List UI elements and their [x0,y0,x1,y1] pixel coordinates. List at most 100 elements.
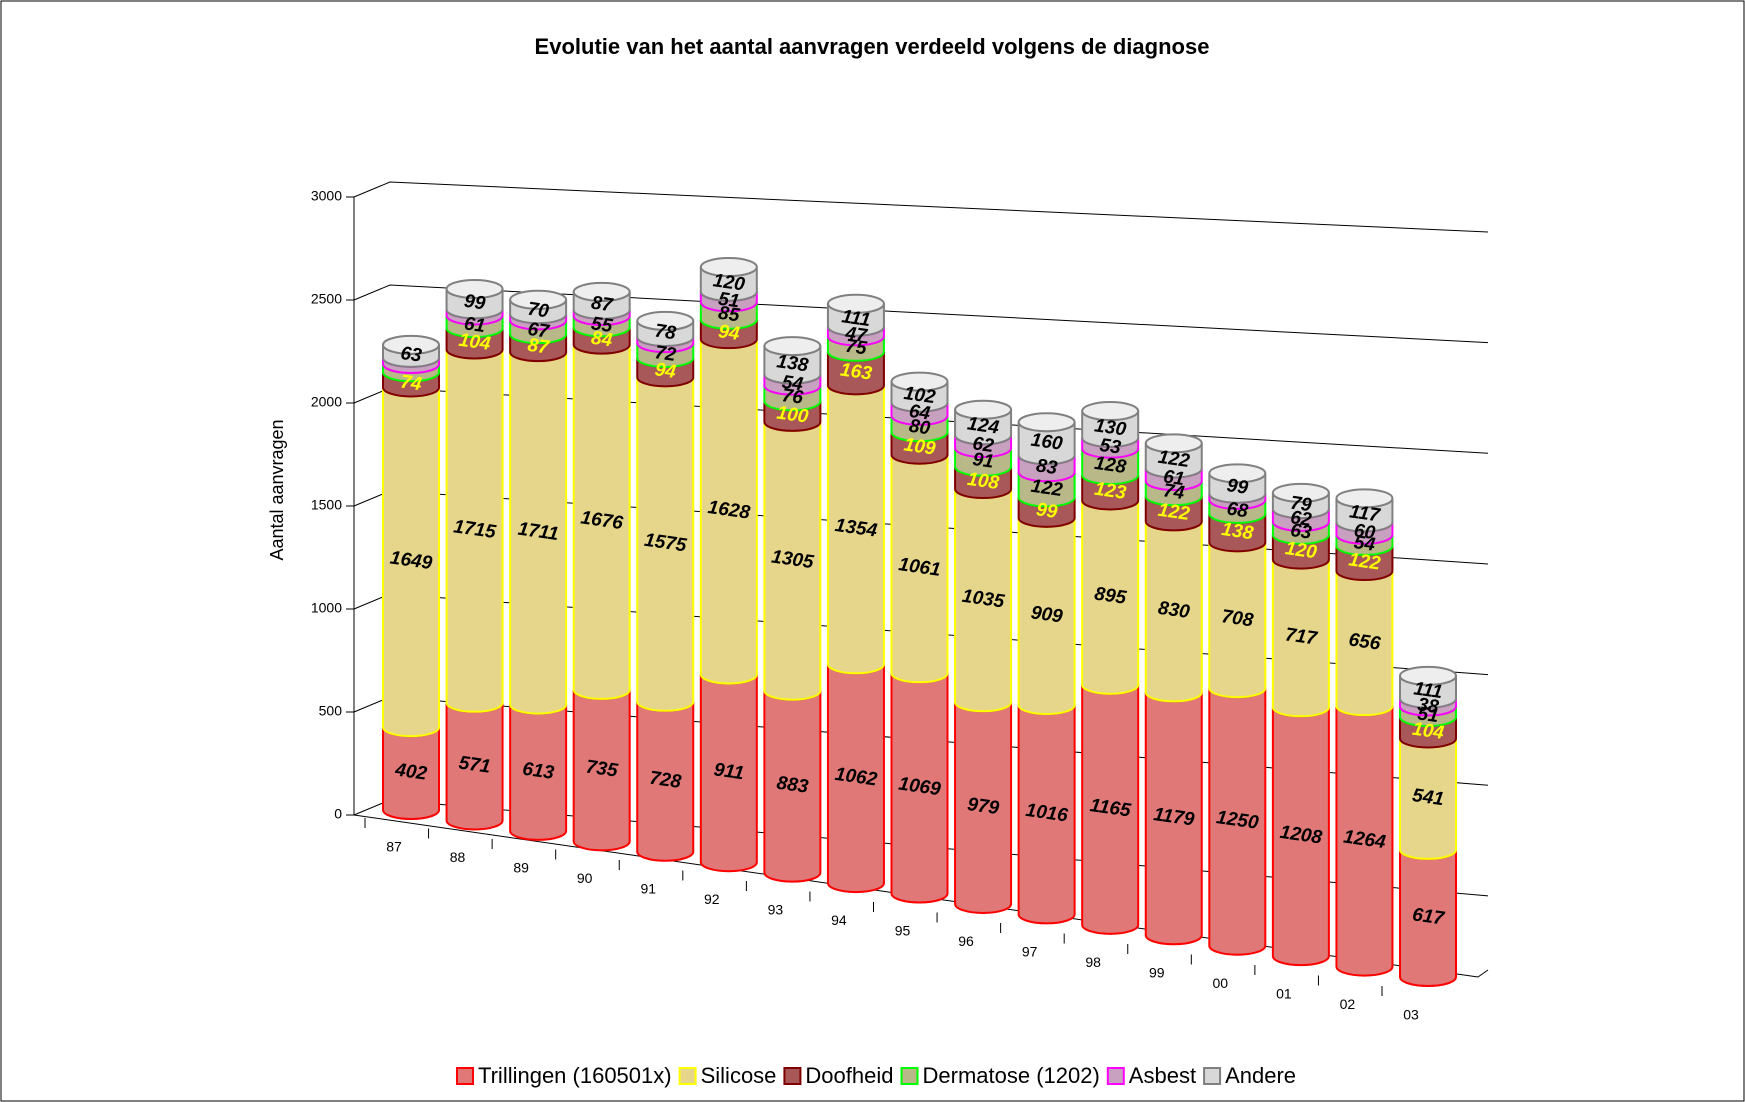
grid-line [353,284,1489,344]
data-label: 94 [653,359,677,383]
legend-swatch [678,1067,697,1085]
data-label: 911 [712,759,745,784]
data-label: 68 [1225,499,1249,523]
x-tick-label: 00 [1213,975,1229,991]
data-label: 124 [966,413,1001,438]
data-label: 74 [399,372,423,396]
data-label: 830 [1157,598,1192,623]
data-label: 54 [1353,532,1377,556]
legend-label: Asbest [1129,1063,1196,1088]
x-tick-label: 98 [1085,954,1101,970]
data-label: 541 [1411,785,1445,810]
data-label: 76 [781,385,805,409]
data-label: 47 [843,323,869,347]
data-label: 571 [457,753,491,778]
data-label: 91 [971,449,995,473]
data-label: 111 [840,306,872,331]
legend-swatch [1106,1067,1125,1085]
x-tick-label: 97 [1022,944,1038,960]
data-label: 895 [1093,584,1128,609]
data-label: 883 [775,773,810,798]
data-label: 38 [1416,694,1440,718]
legend-label: Silicose [701,1063,777,1088]
data-label: 111 [1412,678,1444,703]
x-tick-label: 96 [958,933,974,949]
data-label: 130 [1093,415,1128,440]
data-label: 99 [1035,499,1059,523]
y-tick-label: 1000 [311,600,342,616]
data-label: 85 [717,303,741,327]
data-label: 74 [1162,480,1186,504]
data-label: 78 [653,321,677,345]
cylinder-top [1208,463,1267,484]
data-label: 402 [393,759,429,784]
data-label: 67 [526,319,551,343]
legend-swatch [455,1067,474,1085]
legend-label: Doofheid [805,1063,893,1088]
data-label: 55 [590,313,614,337]
cylinder-top [382,334,440,355]
data-label: 979 [966,794,1001,819]
data-label: 109 [902,434,937,459]
legend-swatch [1203,1067,1222,1085]
data-label: 613 [521,759,556,784]
cylinder-top [1399,665,1457,686]
data-label: 94 [717,321,741,345]
data-label: 53 [1098,435,1122,459]
data-label: 735 [585,757,620,782]
y-tick-label: 500 [319,703,343,719]
data-label: 120 [1284,538,1319,563]
data-label: 160 [1030,430,1065,455]
data-label: 72 [653,342,677,366]
data-label: 99 [463,291,487,315]
cylinder-top [1017,412,1076,433]
data-label: 163 [839,359,874,384]
legend-label: Andere [1225,1063,1296,1088]
data-label: 54 [781,372,805,396]
data-label: 61 [463,313,487,337]
data-label: 84 [590,328,614,352]
data-label: 62 [1289,507,1313,531]
legend-label: Dermatose (1202) [922,1063,1099,1088]
cylinder-top [1271,482,1330,503]
data-label: 51 [717,289,741,313]
data-label: 51 [1416,703,1440,727]
data-label: 104 [1411,719,1446,744]
cylinder-top [1144,433,1203,454]
data-label: 70 [526,299,550,323]
y-tick-label: 2000 [311,394,342,410]
data-label: 122 [1157,500,1192,525]
legend-swatch [900,1067,919,1085]
y-tick-label: 0 [334,806,342,822]
x-tick-label: 03 [1403,1007,1419,1023]
x-tick-label: 01 [1276,986,1292,1002]
x-tick-label: 94 [831,912,847,928]
data-label: 123 [1093,479,1128,504]
grid-line [353,181,1489,233]
data-label: 75 [844,336,868,360]
data-label: 104 [457,330,492,355]
cylinder-top [509,289,568,310]
cylinder-top [636,310,695,331]
cylinder-top [826,293,885,314]
data-label: 656 [1347,630,1382,655]
x-tick-label: 91 [640,881,656,897]
data-label: 102 [902,383,937,408]
data-label: 87 [590,293,615,317]
data-label: 61 [1162,466,1186,490]
data-label: 62 [971,433,995,457]
data-label: 60 [1353,520,1377,544]
data-label: 99 [1225,475,1249,499]
data-label: 100 [775,403,810,428]
x-tick-label: 93 [768,902,784,918]
y-axis-label: Aantal aanvragen [267,419,287,560]
data-label: 120 [712,270,747,295]
x-tick-label: 92 [704,891,720,907]
data-label: 138 [1220,519,1255,544]
legend-label: Trillingen (160501x) [478,1063,672,1088]
floor-right [1477,969,1489,978]
cylinder-top [1335,488,1394,509]
data-label: 87 [526,335,551,359]
data-label: 63 [399,343,423,367]
